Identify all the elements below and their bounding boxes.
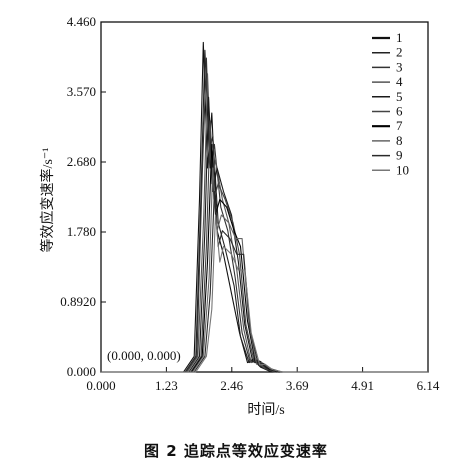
legend-label-3: 3 [396, 59, 403, 74]
y-tick-label: 0.8920 [60, 294, 96, 309]
plot-frame [100, 21, 429, 373]
x-tick-label: 2.46 [220, 378, 243, 393]
y-tick-label: 2.680 [67, 154, 96, 169]
legend-label-9: 9 [396, 148, 403, 163]
x-tick-label: 1.23 [155, 378, 178, 393]
series-line-6 [101, 120, 428, 373]
x-tick-label: 6.14 [417, 378, 440, 393]
legend-label-2: 2 [396, 45, 403, 60]
figure-caption: 图 2 追踪点等效应变速率 [144, 442, 328, 460]
x-tick-label: 4.91 [351, 378, 374, 393]
series-line-5 [101, 96, 428, 373]
y-axis-label: 等效应变速率/s⁻¹ [39, 148, 56, 253]
legend-label-10: 10 [396, 162, 409, 177]
series-line-2 [101, 49, 428, 373]
y-tick-label: 4.460 [67, 14, 96, 29]
legend-label-6: 6 [396, 104, 403, 119]
legend-label-4: 4 [396, 74, 403, 89]
series-line-1 [101, 41, 428, 373]
legend-label-5: 5 [396, 89, 403, 104]
legend-label-7: 7 [396, 118, 403, 133]
legend-label-1: 1 [396, 30, 403, 45]
y-tick-label: 1.780 [67, 224, 96, 239]
series-layer [101, 41, 428, 373]
x-axis-ticks: 0.000 1.23 2.46 3.69 4.91 6.14 [86, 367, 440, 393]
plot-border [100, 21, 429, 373]
y-axis-ticks: 0.000 0.8920 1.780 2.680 3.570 4.460 [60, 14, 106, 379]
series-line-10 [101, 214, 428, 373]
series-line-9 [101, 190, 428, 373]
x-tick-label: 3.69 [286, 378, 309, 393]
series-line-4 [101, 73, 428, 373]
y-tick-label: 0.000 [67, 364, 96, 379]
origin-annotation: (0.000, 0.000) [107, 348, 181, 363]
series-line-3 [101, 57, 428, 373]
series-line-7 [101, 143, 428, 373]
series-line-8 [101, 167, 428, 373]
y-tick-label: 3.570 [67, 84, 96, 99]
x-tick-label: 0.000 [86, 378, 115, 393]
legend-label-8: 8 [396, 133, 403, 148]
x-axis-label: 时间/s [247, 402, 284, 418]
